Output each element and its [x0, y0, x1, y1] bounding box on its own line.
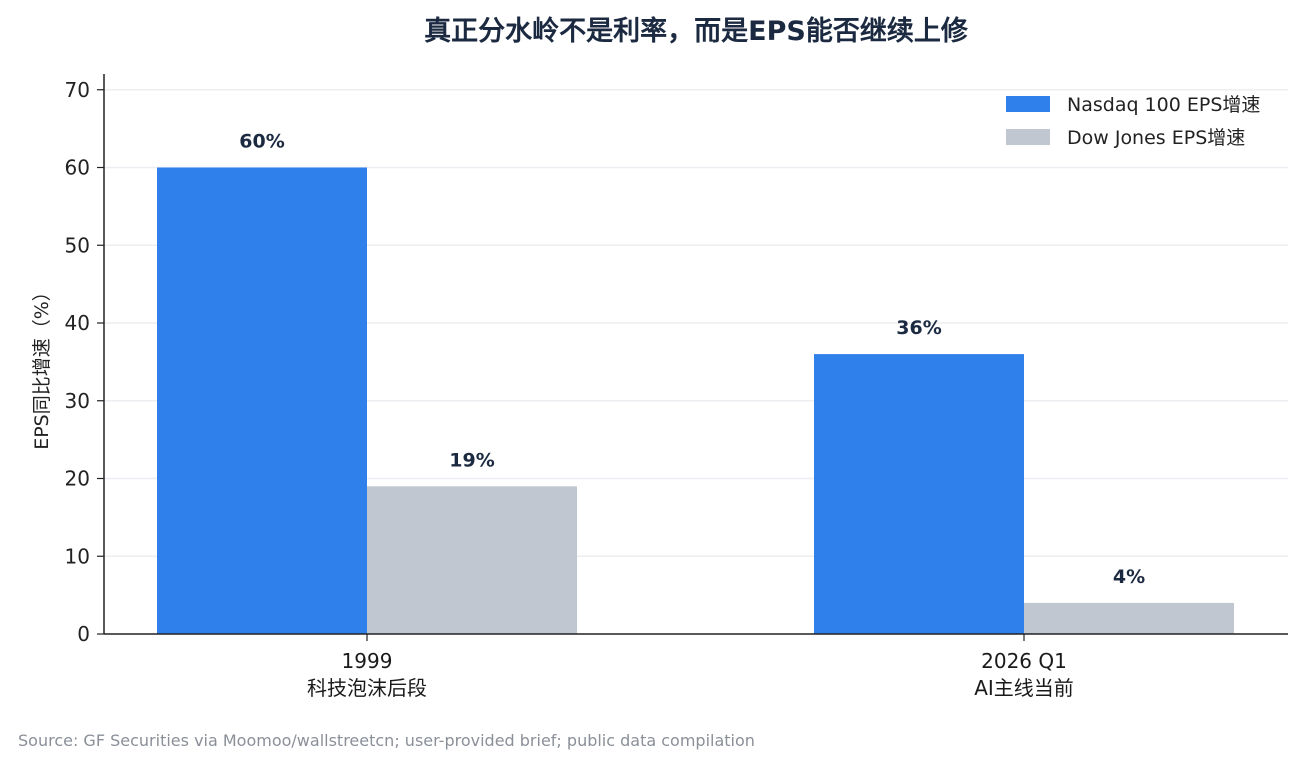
legend: Nasdaq 100 EPS增速 Dow Jones EPS增速 — [1006, 94, 1260, 149]
data-label: 60% — [239, 131, 284, 153]
bar-nasdaq-0 — [157, 167, 367, 634]
data-labels: 60% 36% 19% 4% — [239, 131, 1145, 588]
y-tick-label: 60 — [65, 156, 90, 180]
legend-label: Dow Jones EPS增速 — [1067, 127, 1245, 149]
y-tick-label: 50 — [65, 233, 90, 257]
bars — [157, 167, 1234, 634]
y-tick-label: 10 — [65, 544, 90, 568]
bar-dow-1 — [1024, 602, 1234, 634]
bar-dow-0 — [367, 486, 577, 634]
y-tick-label: 40 — [65, 311, 90, 335]
source-note: Source: GF Securities via Moomoo/wallstr… — [18, 731, 755, 750]
legend-swatch — [1006, 129, 1050, 145]
y-tick-labels: 0 10 20 30 40 50 60 70 — [65, 78, 90, 646]
data-label: 4% — [1113, 566, 1145, 588]
x-category-label: 1999 — [342, 649, 393, 673]
y-axis-label: EPS同比增速（%） — [31, 282, 53, 450]
x-category-label: 2026 Q1 — [981, 649, 1067, 673]
y-tick-label: 70 — [65, 78, 90, 102]
y-tick-label: 20 — [65, 467, 90, 491]
legend-swatch — [1006, 96, 1050, 112]
y-tick-label: 30 — [65, 389, 90, 413]
legend-label: Nasdaq 100 EPS增速 — [1067, 94, 1260, 116]
data-label: 36% — [896, 317, 941, 339]
x-category-label: AI主线当前 — [974, 676, 1074, 700]
x-category-labels: 1999 科技泡沫后段 2026 Q1 AI主线当前 — [307, 649, 1074, 700]
x-category-label: 科技泡沫后段 — [307, 676, 427, 700]
y-tick-label: 0 — [77, 622, 90, 646]
chart-title: 真正分水岭不是利率，而是EPS能否继续上修 — [424, 15, 969, 47]
axes — [97, 74, 1288, 641]
data-label: 19% — [449, 449, 494, 471]
bar-nasdaq-1 — [814, 354, 1024, 634]
